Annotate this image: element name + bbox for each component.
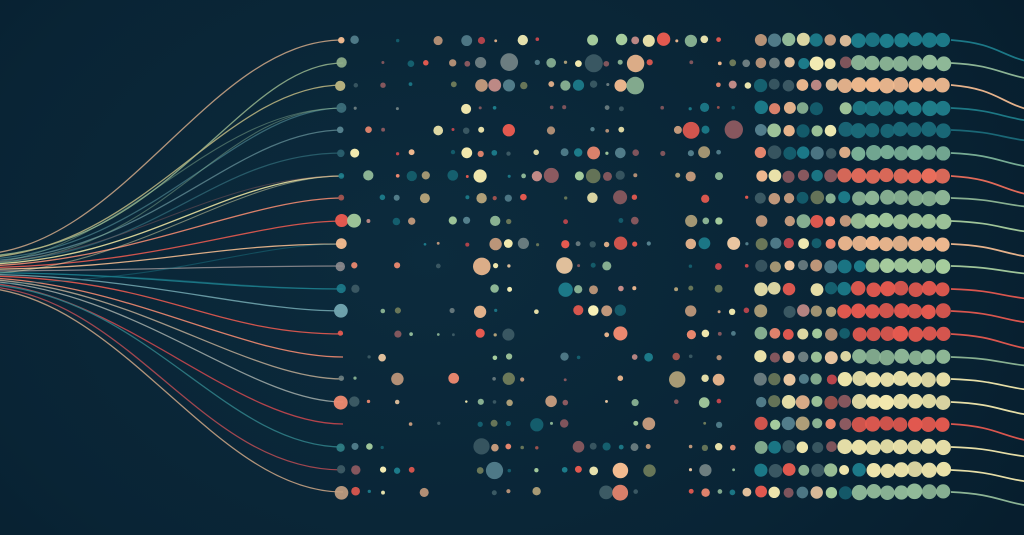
- dot-matrix-group: [333, 32, 952, 501]
- tail-lines-group: [950, 39, 1024, 506]
- fan-lines-group: [0, 39, 344, 493]
